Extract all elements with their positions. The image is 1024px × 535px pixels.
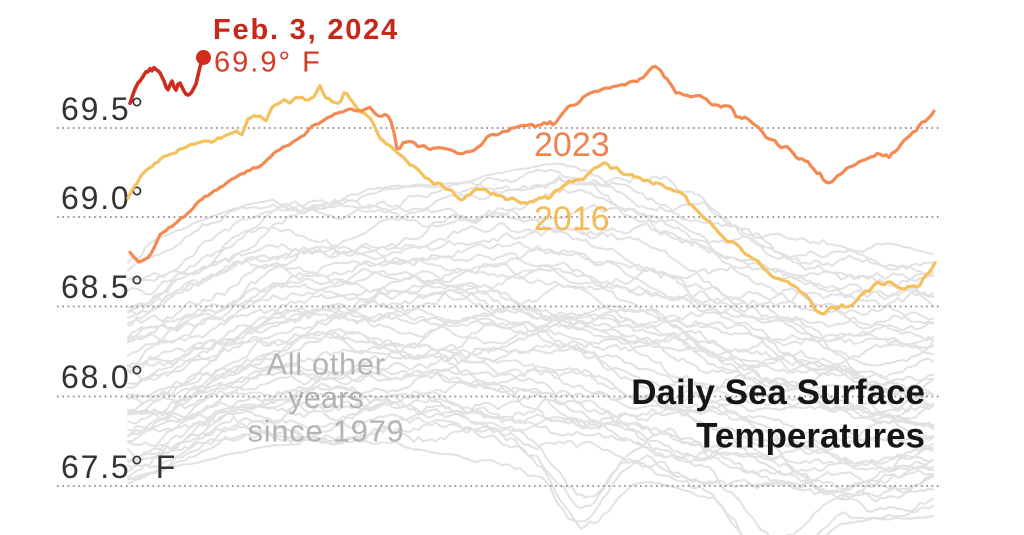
svg-text:2023: 2023	[534, 126, 610, 164]
svg-text:67.5° F: 67.5° F	[61, 449, 177, 485]
svg-text:69.5°: 69.5°	[61, 91, 145, 127]
svg-text:Feb. 3, 2024: Feb. 3, 2024	[213, 14, 399, 46]
svg-text:since 1979: since 1979	[248, 414, 405, 449]
svg-text:69.0°: 69.0°	[61, 180, 145, 216]
svg-text:68.0°: 68.0°	[61, 359, 145, 395]
svg-text:years: years	[288, 380, 364, 415]
svg-text:Daily Sea Surface: Daily Sea Surface	[631, 373, 925, 412]
svg-text:Temperatures: Temperatures	[696, 417, 925, 456]
svg-text:69.9° F: 69.9° F	[214, 47, 322, 79]
svg-text:68.5°: 68.5°	[61, 269, 145, 305]
svg-text:All other: All other	[266, 347, 385, 382]
svg-text:2016: 2016	[534, 200, 610, 238]
